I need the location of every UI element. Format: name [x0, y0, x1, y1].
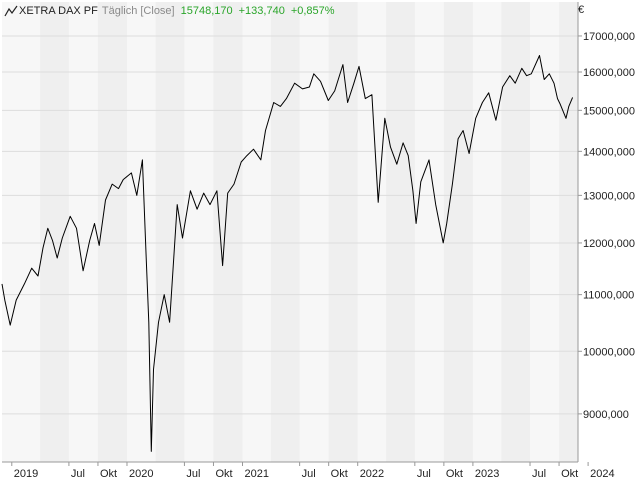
x-tick-label: Okt: [100, 468, 117, 480]
x-tick-label: Jul: [302, 468, 316, 480]
quarter-band: [386, 2, 415, 462]
quarter-band: [155, 2, 185, 462]
instrument-name: XETRA DAX PF: [19, 5, 98, 17]
quarter-band: [501, 2, 531, 462]
x-tick-label: Okt: [446, 468, 463, 480]
x-tick-label: 2021: [244, 468, 268, 480]
quarter-band: [270, 2, 300, 462]
x-tick-label: Okt: [331, 468, 348, 480]
quarter-band: [328, 2, 358, 462]
currency-label: €: [578, 4, 585, 16]
x-tick-label: 2019: [14, 468, 38, 480]
x-tick-label: 2020: [129, 468, 153, 480]
y-axis-ticks: 9000,000 10000,000 11000,000 12000,000 13000…: [578, 31, 635, 421]
chart-legend: XETRA DAX PF Täglich [Close] 15748,170 +…: [4, 4, 335, 18]
y-tick-label: 13000,000: [583, 190, 635, 202]
time-bands: [2, 2, 578, 462]
line-chart-icon: [4, 5, 18, 17]
x-tick-label: Jul: [71, 468, 85, 480]
x-tick-label: Okt: [215, 468, 232, 480]
x-tick-label: Jul: [417, 468, 431, 480]
quarter-band: [559, 2, 578, 462]
change-absolute: +133,740: [238, 5, 285, 17]
change-percent: +0,857%: [290, 5, 335, 17]
grid-lines: [2, 35, 578, 415]
x-tick-label: Jul: [186, 468, 200, 480]
x-tick-label: 2023: [475, 468, 499, 480]
quarter-band: [97, 2, 127, 462]
frequency-label: Täglich [Close]: [101, 5, 175, 17]
y-tick-label: 16000,000: [583, 67, 635, 79]
x-tick-label: Jul: [532, 468, 546, 480]
y-tick-label: 14000,000: [583, 146, 635, 158]
series-layer: [1, 55, 574, 452]
quarter-band: [213, 2, 243, 462]
y-tick-label: 10000,000: [583, 346, 635, 358]
x-tick-label: Okt: [561, 468, 578, 480]
x-tick-label: 2024: [590, 468, 614, 480]
last-value: 15748,170: [180, 5, 233, 17]
y-tick-label: 15000,000: [583, 105, 635, 117]
y-tick-label: 12000,000: [583, 238, 635, 250]
x-tick-label: 2022: [360, 468, 384, 480]
y-tick-label: 17000,000: [583, 31, 635, 43]
quarter-band: [443, 2, 473, 462]
y-tick-label: 11000,000: [583, 290, 634, 302]
x-axis-ticks: 2019 Jul Okt 2020 Jul Okt 2021 Jul Okt 2022 Jul Okt…: [11, 462, 615, 480]
y-tick-label: 9000,000: [583, 409, 629, 421]
